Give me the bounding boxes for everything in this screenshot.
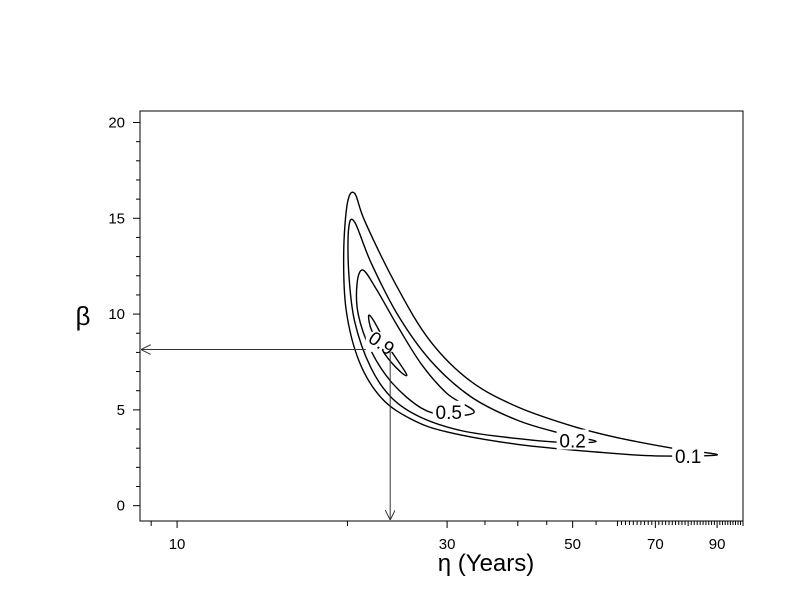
plot-frame <box>139 110 744 522</box>
contour-label-0.2: 0.2 <box>559 432 585 453</box>
x-tick-label: 70 <box>647 536 664 553</box>
y-tick-label: 10 <box>108 306 125 323</box>
x-tick-label: 30 <box>439 536 456 553</box>
y-tick-label: 0 <box>117 498 125 515</box>
x-axis-title: η (Years) <box>438 550 535 577</box>
contour-label-bg <box>365 331 398 352</box>
contour-label-bg <box>672 444 705 465</box>
y-tick-label: 15 <box>108 210 125 227</box>
contour-lines <box>342 191 718 457</box>
contour-line-0.5 <box>355 269 475 417</box>
y-tick-label: 5 <box>117 402 125 419</box>
x-tick-label: 90 <box>709 536 726 553</box>
contour-line-0.2 <box>347 218 597 444</box>
reference-arrows <box>141 350 390 520</box>
x-tick-label: 50 <box>564 536 581 553</box>
contour-label-0.5: 0.5 <box>436 403 462 424</box>
contour-label-0.1: 0.1 <box>675 447 701 468</box>
contour-label-bg <box>432 400 465 421</box>
axis-ticks: 10 30 50 70 90 0 5 10 15 20 <box>108 114 744 553</box>
x-tick-label: 10 <box>169 536 186 553</box>
contour-line-0.1 <box>342 191 718 457</box>
contour-label-bg <box>556 429 589 450</box>
y-tick-label: 20 <box>108 114 125 131</box>
y-axis-title: β <box>76 301 91 331</box>
